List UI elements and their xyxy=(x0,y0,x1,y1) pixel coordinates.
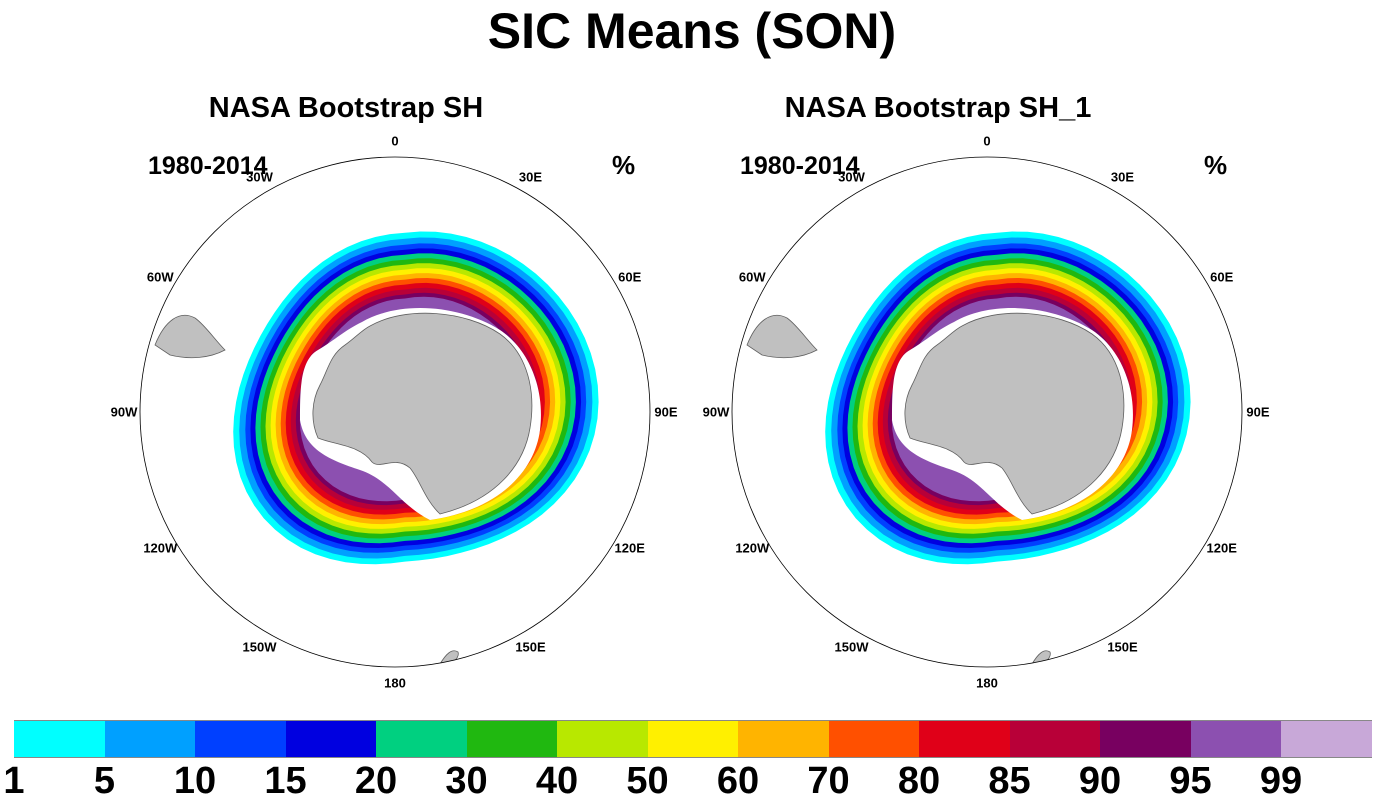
colorbar-swatch xyxy=(285,720,376,758)
colorbar-tick-label: 80 xyxy=(897,760,941,802)
longitude-label: 150W xyxy=(834,639,869,655)
colorbar-tick-label: 5 xyxy=(93,760,116,802)
longitude-label: 120W xyxy=(735,540,770,555)
south-america-landmass xyxy=(746,314,818,359)
colorbar-swatch xyxy=(557,720,648,758)
colorbar-swatch xyxy=(828,720,919,758)
longitude-label: 0 xyxy=(983,133,991,149)
longitude-label: 180 xyxy=(384,675,406,691)
map-boundary xyxy=(139,156,651,668)
colorbar-tick-label: 95 xyxy=(1169,760,1212,802)
longitude-label: 150E xyxy=(1107,639,1138,655)
antarctica-landmass xyxy=(312,312,533,515)
longitude-label: 150E xyxy=(515,639,546,655)
longitude-label: 90E xyxy=(1246,404,1270,420)
longitude-label: 90W xyxy=(110,404,138,420)
period-label: 1980-2014 xyxy=(148,152,268,180)
longitude-label: 60E xyxy=(1210,269,1234,284)
longitude-label: 0 xyxy=(391,133,399,149)
colorbar-tick-label: 40 xyxy=(535,760,579,802)
longitude-label: 180 xyxy=(976,675,998,691)
polar-map xyxy=(731,156,1243,668)
antarctica-landmass xyxy=(904,312,1125,515)
figure-title: SIC Means (SON) xyxy=(487,3,897,59)
longitude-label: 120W xyxy=(143,540,178,555)
longitude-label: 60E xyxy=(618,269,642,284)
colorbar-tick-label: 99 xyxy=(1259,760,1303,802)
panel-title: NASA Bootstrap SH_1 xyxy=(784,92,1092,124)
map-panel-left: NASA Bootstrap SH 1980-2014 % 0 30E 60E 90E… xyxy=(0,0,692,700)
longitude-label: 60W xyxy=(738,269,766,284)
map-panel-right: NASA Bootstrap SH_1 1980-2014 % 0 30E 60E 9… xyxy=(592,0,1284,700)
longitude-label: 30W xyxy=(838,169,865,185)
colorbar-swatch xyxy=(1100,720,1191,758)
colorbar-tick-label: 20 xyxy=(354,760,398,802)
colorbar-swatch xyxy=(466,720,557,758)
colorbar-tick-label: 30 xyxy=(445,760,488,802)
south-america-landmass xyxy=(154,314,226,359)
colorbar-tick-label: 85 xyxy=(988,760,1031,802)
colorbar-swatch xyxy=(376,720,467,758)
colorbar-tick-label: 70 xyxy=(807,760,850,802)
longitude-label: 120E xyxy=(1206,540,1237,555)
colorbar-swatch xyxy=(104,720,195,758)
colorbar-swatch xyxy=(1009,720,1100,758)
colorbar-swatch xyxy=(919,720,1010,758)
longitude-label: 30E xyxy=(1110,169,1135,185)
colorbar-swatch xyxy=(1190,720,1281,758)
colorbar-tick-label: 50 xyxy=(626,760,669,802)
polar-map xyxy=(139,156,651,668)
longitude-label: 90W xyxy=(702,404,730,420)
map-boundary xyxy=(731,156,1243,668)
colorbar-tick-label: 90 xyxy=(1078,760,1122,802)
colorbar-swatch xyxy=(738,720,829,758)
colorbar-tick-label: 15 xyxy=(264,760,307,802)
longitude-label: 30E xyxy=(518,169,543,185)
longitude-label: 30W xyxy=(246,169,273,185)
units-label: % xyxy=(1204,150,1228,180)
colorbar-tick-label: 60 xyxy=(716,760,760,802)
longitude-label: 90E xyxy=(654,404,678,420)
colorbar-tick-label: 10 xyxy=(173,760,217,802)
period-label: 1980-2014 xyxy=(740,152,860,180)
colorbar-swatch xyxy=(1281,720,1372,758)
longitude-label: 60W xyxy=(146,269,174,284)
longitude-label: 150W xyxy=(242,639,277,655)
panel-title: NASA Bootstrap SH xyxy=(208,92,484,124)
colorbar-tick-label: 1 xyxy=(3,760,25,802)
colorbar-swatch xyxy=(195,720,286,758)
colorbar-swatch xyxy=(647,720,738,758)
colorbar-swatch xyxy=(14,720,105,758)
longitude-label: 120E xyxy=(614,540,645,555)
units-label: % xyxy=(612,150,636,180)
